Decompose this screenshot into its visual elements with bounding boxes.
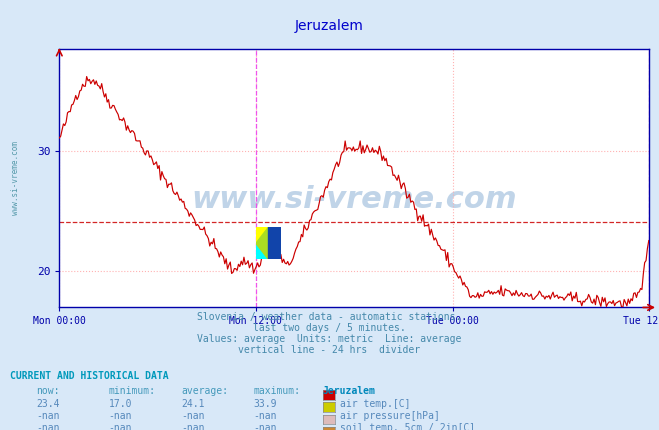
- Text: air pressure[hPa]: air pressure[hPa]: [340, 411, 440, 421]
- Text: -nan: -nan: [109, 411, 132, 421]
- Text: -nan: -nan: [36, 423, 60, 430]
- Text: www.si-vreme.com: www.si-vreme.com: [191, 184, 517, 214]
- Text: now:: now:: [36, 386, 60, 396]
- Polygon shape: [256, 243, 268, 259]
- Text: Values: average  Units: metric  Line: average: Values: average Units: metric Line: aver…: [197, 334, 462, 344]
- Text: minimum:: minimum:: [109, 386, 156, 396]
- Text: -nan: -nan: [181, 423, 205, 430]
- Text: -nan: -nan: [109, 423, 132, 430]
- Text: vertical line - 24 hrs  divider: vertical line - 24 hrs divider: [239, 345, 420, 355]
- Polygon shape: [256, 227, 268, 243]
- Text: -nan: -nan: [254, 423, 277, 430]
- Text: last two days / 5 minutes.: last two days / 5 minutes.: [253, 323, 406, 333]
- Text: 33.9: 33.9: [254, 399, 277, 408]
- Text: soil temp. 5cm / 2in[C]: soil temp. 5cm / 2in[C]: [340, 423, 475, 430]
- Text: maximum:: maximum:: [254, 386, 301, 396]
- Text: 24.1: 24.1: [181, 399, 205, 408]
- Text: CURRENT AND HISTORICAL DATA: CURRENT AND HISTORICAL DATA: [10, 371, 169, 381]
- Text: -nan: -nan: [36, 411, 60, 421]
- Text: 23.4: 23.4: [36, 399, 60, 408]
- Text: Jeruzalem: Jeruzalem: [295, 19, 364, 34]
- Text: Jeruzalem: Jeruzalem: [323, 386, 376, 396]
- Text: -nan: -nan: [254, 411, 277, 421]
- Text: 17.0: 17.0: [109, 399, 132, 408]
- Text: -nan: -nan: [181, 411, 205, 421]
- Text: average:: average:: [181, 386, 228, 396]
- Text: www.si-vreme.com: www.si-vreme.com: [11, 141, 20, 215]
- Text: Slovenia / weather data - automatic stations.: Slovenia / weather data - automatic stat…: [197, 312, 462, 322]
- Polygon shape: [256, 227, 268, 259]
- Polygon shape: [268, 227, 281, 259]
- Text: air temp.[C]: air temp.[C]: [340, 399, 411, 408]
